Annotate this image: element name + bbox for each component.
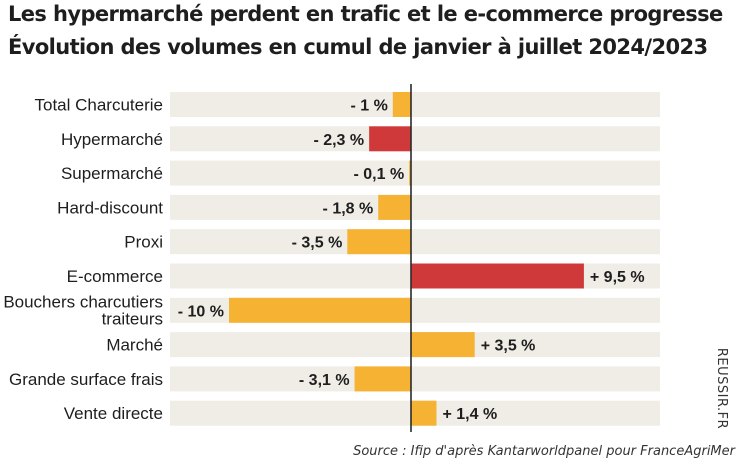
value-label: - 3,1 %	[299, 372, 350, 389]
bar	[378, 194, 411, 220]
row-band	[170, 194, 660, 220]
row-band	[170, 92, 660, 117]
value-label: + 9,5 %	[590, 269, 645, 286]
category-label: Vente directe	[64, 404, 163, 423]
value-label: + 1,4 %	[442, 406, 497, 423]
chart-title: Les hypermarché perdent en trafic et le …	[8, 2, 723, 26]
category-label: E-commerce	[67, 267, 163, 286]
bar	[411, 332, 475, 358]
row-band	[170, 160, 660, 186]
bar	[347, 229, 411, 255]
category-label: Grande surface frais	[9, 370, 163, 389]
category-label: Hypermarché	[61, 130, 163, 149]
row-band	[170, 366, 660, 392]
value-label: - 2,3 %	[313, 132, 364, 149]
bar	[354, 366, 411, 392]
category-label-line: traiteurs	[102, 309, 163, 328]
category-label: Total Charcuterie	[34, 96, 163, 115]
bar	[411, 263, 584, 289]
category-label: Proxi	[124, 233, 163, 252]
value-label: - 1,8 %	[323, 200, 374, 217]
site-credit: REUSSIR.FR	[702, 338, 742, 438]
value-label: - 10 %	[178, 303, 224, 320]
site-credit-text: REUSSIR.FR	[714, 347, 730, 429]
bar	[392, 92, 411, 117]
category-label: Bouchers charcutiers traiteurs	[3, 292, 163, 328]
value-label: - 1 %	[350, 98, 387, 115]
bar	[409, 160, 411, 186]
category-label: Supermarché	[61, 164, 163, 183]
value-label: + 3,5 %	[481, 338, 536, 355]
row-band	[170, 126, 660, 152]
bar	[411, 400, 437, 426]
value-label: - 0,1 %	[353, 166, 404, 183]
category-label-line: Bouchers charcutiers	[3, 292, 163, 311]
category-label: Marché	[106, 336, 163, 355]
value-label: - 3,5 %	[292, 235, 343, 252]
category-label: Hard-discount	[57, 198, 163, 217]
row-band	[170, 229, 660, 255]
bar	[229, 297, 411, 323]
chart-subtitle: Évolution des volumes en cumul de janvie…	[8, 35, 708, 59]
bar	[369, 126, 411, 152]
source-note: Source : Ifip d'après Kantarworldpanel p…	[353, 444, 735, 459]
